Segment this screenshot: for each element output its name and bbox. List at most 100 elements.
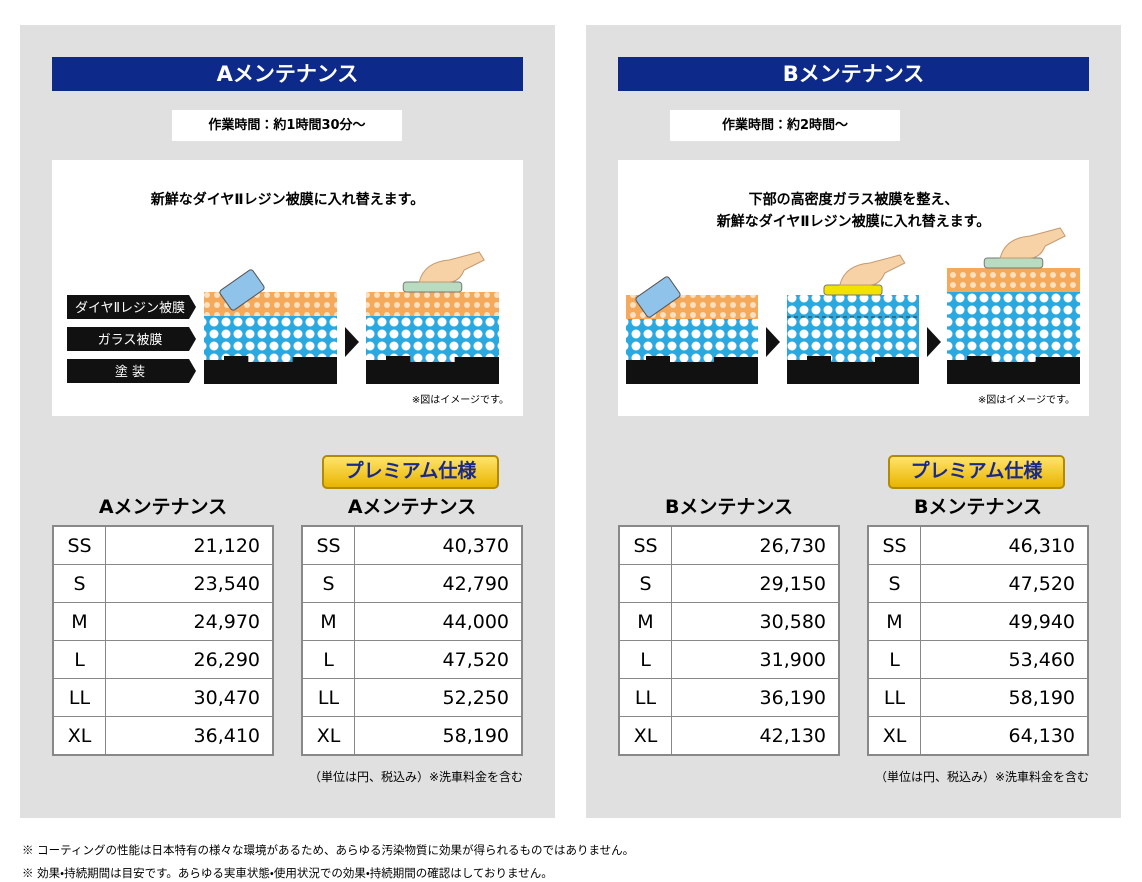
description-line: 新鮮なダイヤⅡレジン被膜に入れ替えます。: [150, 192, 425, 208]
pad: [635, 276, 681, 318]
price: 58,190: [920, 678, 1089, 717]
panel-title: Bメンテナンス: [618, 57, 1089, 91]
price: 47,520: [354, 640, 523, 679]
size: XL: [618, 716, 672, 756]
size: M: [867, 602, 921, 641]
size: S: [52, 564, 106, 603]
paint-layer: [787, 356, 919, 384]
size: XL: [52, 716, 106, 756]
hand: [418, 251, 485, 283]
size: SS: [867, 525, 921, 565]
footnote: ※ コーティングの性能は日本特有の様々な環境があるため、あらゆる汚染物質に効果が…: [22, 843, 635, 857]
size: LL: [52, 678, 106, 717]
description: 新鮮なダイヤⅡレジン被膜に入れ替えます。: [52, 189, 523, 211]
price: 24,970: [105, 602, 274, 641]
size: S: [618, 564, 672, 603]
size: XL: [867, 716, 921, 756]
price: 21,120: [105, 525, 274, 565]
layer-label: 塗 装: [115, 365, 145, 380]
layer-label-box: [67, 295, 196, 319]
paint-layer: [366, 356, 500, 384]
size: SS: [52, 525, 106, 565]
unit-note: （単位は円、税込み）※洗車料金を含む: [308, 770, 523, 784]
price: 36,410: [105, 716, 274, 756]
price: 47,520: [920, 564, 1089, 603]
price: 42,130: [671, 716, 840, 756]
price-table: SS 46,310 S 47,520 M 49,940 L 53,460 LL 58,190 XL 6…: [867, 525, 1089, 756]
price: 40,370: [354, 525, 523, 565]
size: SS: [618, 525, 672, 565]
hand: [999, 227, 1066, 259]
image-note: ※図はイメージです。: [977, 395, 1075, 406]
paint-layer: [626, 356, 758, 384]
size: LL: [301, 678, 355, 717]
size: SS: [301, 525, 355, 565]
price-table: SS 40,370 S 42,790 M 44,000 L 47,520 LL 52,250 XL 5…: [301, 525, 523, 756]
size: L: [618, 640, 672, 679]
description-line: 下部の高密度ガラス被膜を整え、: [748, 192, 959, 208]
layer-label-box: [67, 359, 196, 383]
price: 58,190: [354, 716, 523, 756]
price: 44,000: [354, 602, 523, 641]
price: 29,150: [671, 564, 840, 603]
size: L: [52, 640, 106, 679]
paint-layer: [204, 356, 337, 384]
pad: [983, 257, 1044, 269]
table-title: Aメンテナンス: [98, 496, 228, 518]
premium-badge: プレミアム仕様: [888, 455, 1065, 489]
hand: [839, 254, 906, 286]
paint-layer: [947, 356, 1080, 384]
description: 下部の高密度ガラス被膜を整え、 新鮮なダイヤⅡレジン被膜に入れ替えます。: [618, 189, 1089, 233]
diagram: [626, 227, 1080, 384]
work-time: 作業時間：約1時間30分～: [172, 110, 402, 141]
size: M: [52, 602, 106, 641]
price: 52,250: [354, 678, 523, 717]
diagram-group: [626, 227, 1080, 384]
size: M: [618, 602, 672, 641]
layer-label: ガラス被膜: [98, 333, 163, 348]
price: 49,940: [920, 602, 1089, 641]
layer-label-box: [67, 327, 196, 351]
price: 31,900: [671, 640, 840, 679]
pad: [823, 284, 883, 296]
price: 42,790: [354, 564, 523, 603]
arrow: [927, 327, 941, 357]
table-title: Aメンテナンス: [347, 496, 477, 518]
size: S: [301, 564, 355, 603]
premium-badge: プレミアム仕様: [322, 455, 499, 489]
size: LL: [867, 678, 921, 717]
price: 26,730: [671, 525, 840, 565]
price-table: SS 21,120 S 23,540 M 24,970 L 26,290 LL 30,470 XL 3…: [52, 525, 274, 756]
price: 64,130: [920, 716, 1089, 756]
price: 30,470: [105, 678, 274, 717]
pad: [219, 269, 265, 311]
table-title: Bメンテナンス: [913, 496, 1043, 518]
price: 23,540: [105, 564, 274, 603]
panel-title: Aメンテナンス: [52, 57, 523, 91]
price: 53,460: [920, 640, 1089, 679]
unit-note: （単位は円、税込み）※洗車料金を含む: [874, 770, 1089, 784]
arrow: [766, 327, 780, 357]
illustration: 新鮮なダイヤⅡレジン被膜に入れ替えます。 ダイヤⅡレジン被膜 ガラス被膜塗 装 ※図は…: [52, 160, 523, 416]
price-table: SS 26,730 S 29,150 M 30,580 L 31,900 LL 36,190 XL 4…: [618, 525, 840, 756]
size: XL: [301, 716, 355, 756]
size: M: [301, 602, 355, 641]
price: 46,310: [920, 525, 1089, 565]
image-note: ※図はイメージです。: [411, 395, 509, 406]
price: 26,290: [105, 640, 274, 679]
size: L: [301, 640, 355, 679]
table-title: Bメンテナンス: [664, 496, 794, 518]
size: L: [867, 640, 921, 679]
footnote: ※ 効果・持続期間は目安です。あらゆる実車状態・使用状況での効果・持続期間の確認…: [22, 866, 553, 880]
size: S: [867, 564, 921, 603]
price: 36,190: [671, 678, 840, 717]
resin-layer: [947, 268, 1080, 292]
arrow: [345, 327, 359, 357]
price: 30,580: [671, 602, 840, 641]
illustration: 下部の高密度ガラス被膜を整え、 新鮮なダイヤⅡレジン被膜に入れ替えます。 ※図はイメ…: [618, 160, 1089, 416]
work-time: 作業時間：約2時間～: [670, 110, 900, 141]
size: LL: [618, 678, 672, 717]
